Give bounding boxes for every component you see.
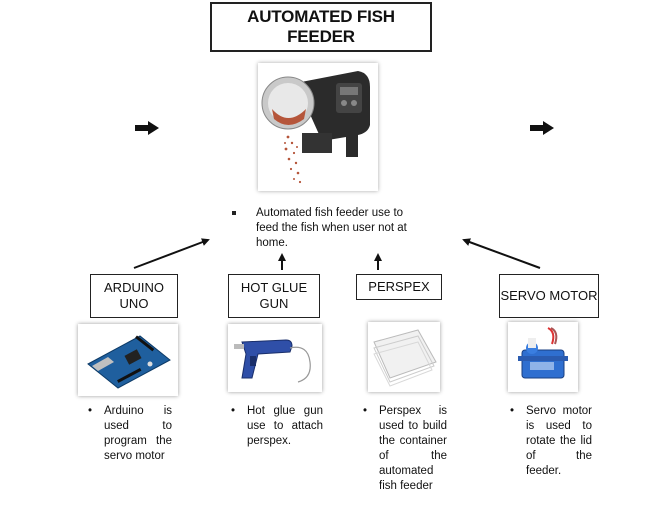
- bullet-icon: •: [88, 405, 93, 417]
- arduino-board-icon: [78, 324, 178, 396]
- label-servo-motor: SERVO MOTOR: [499, 274, 599, 318]
- main-description-text: Automated fish feeder use to feed the fi…: [256, 207, 407, 249]
- label-arduino-uno: ARDUINO UNO: [90, 274, 178, 318]
- diagram-title: AUTOMATED FISH FEEDER: [210, 2, 432, 52]
- bullet-icon: •: [363, 405, 368, 417]
- left-arrow-icon: [135, 121, 159, 135]
- label-hot-glue-gun: HOT GLUE GUN: [228, 274, 320, 318]
- perspex-description-text: Perspex is used to build the container o…: [379, 405, 447, 492]
- square-bullet-icon: [232, 211, 236, 215]
- main-description: Automated fish feeder use to feed the fi…: [232, 206, 418, 251]
- arrow-arduino: [133, 238, 210, 269]
- glue-gun-icon: [228, 324, 322, 392]
- servo-motor-icon: [508, 322, 578, 392]
- bullet-icon: •: [231, 405, 236, 417]
- arduino-description-text: Arduino is used to program the servo mot…: [104, 405, 172, 462]
- servo-description-text: Servo motor is used to rotate the lid of…: [526, 405, 592, 477]
- label-perspex: PERSPEX: [356, 274, 442, 300]
- perspex-sheet-icon: [368, 322, 440, 392]
- perspex-description: • Perspex is used to build the container…: [363, 404, 447, 494]
- glue-gun-description: • Hot glue gun use to attach perspex.: [231, 404, 323, 449]
- servo-description: • Servo motor is used to rotate the lid …: [510, 404, 592, 479]
- fish-feeder-image: [258, 63, 378, 191]
- arduino-description: • Arduino is used to program the servo m…: [88, 404, 172, 464]
- arrow-servo: [462, 238, 541, 269]
- glue-gun-description-text: Hot glue gun use to attach perspex.: [247, 405, 323, 447]
- bullet-icon: •: [510, 405, 515, 417]
- right-arrow-icon: [530, 121, 554, 135]
